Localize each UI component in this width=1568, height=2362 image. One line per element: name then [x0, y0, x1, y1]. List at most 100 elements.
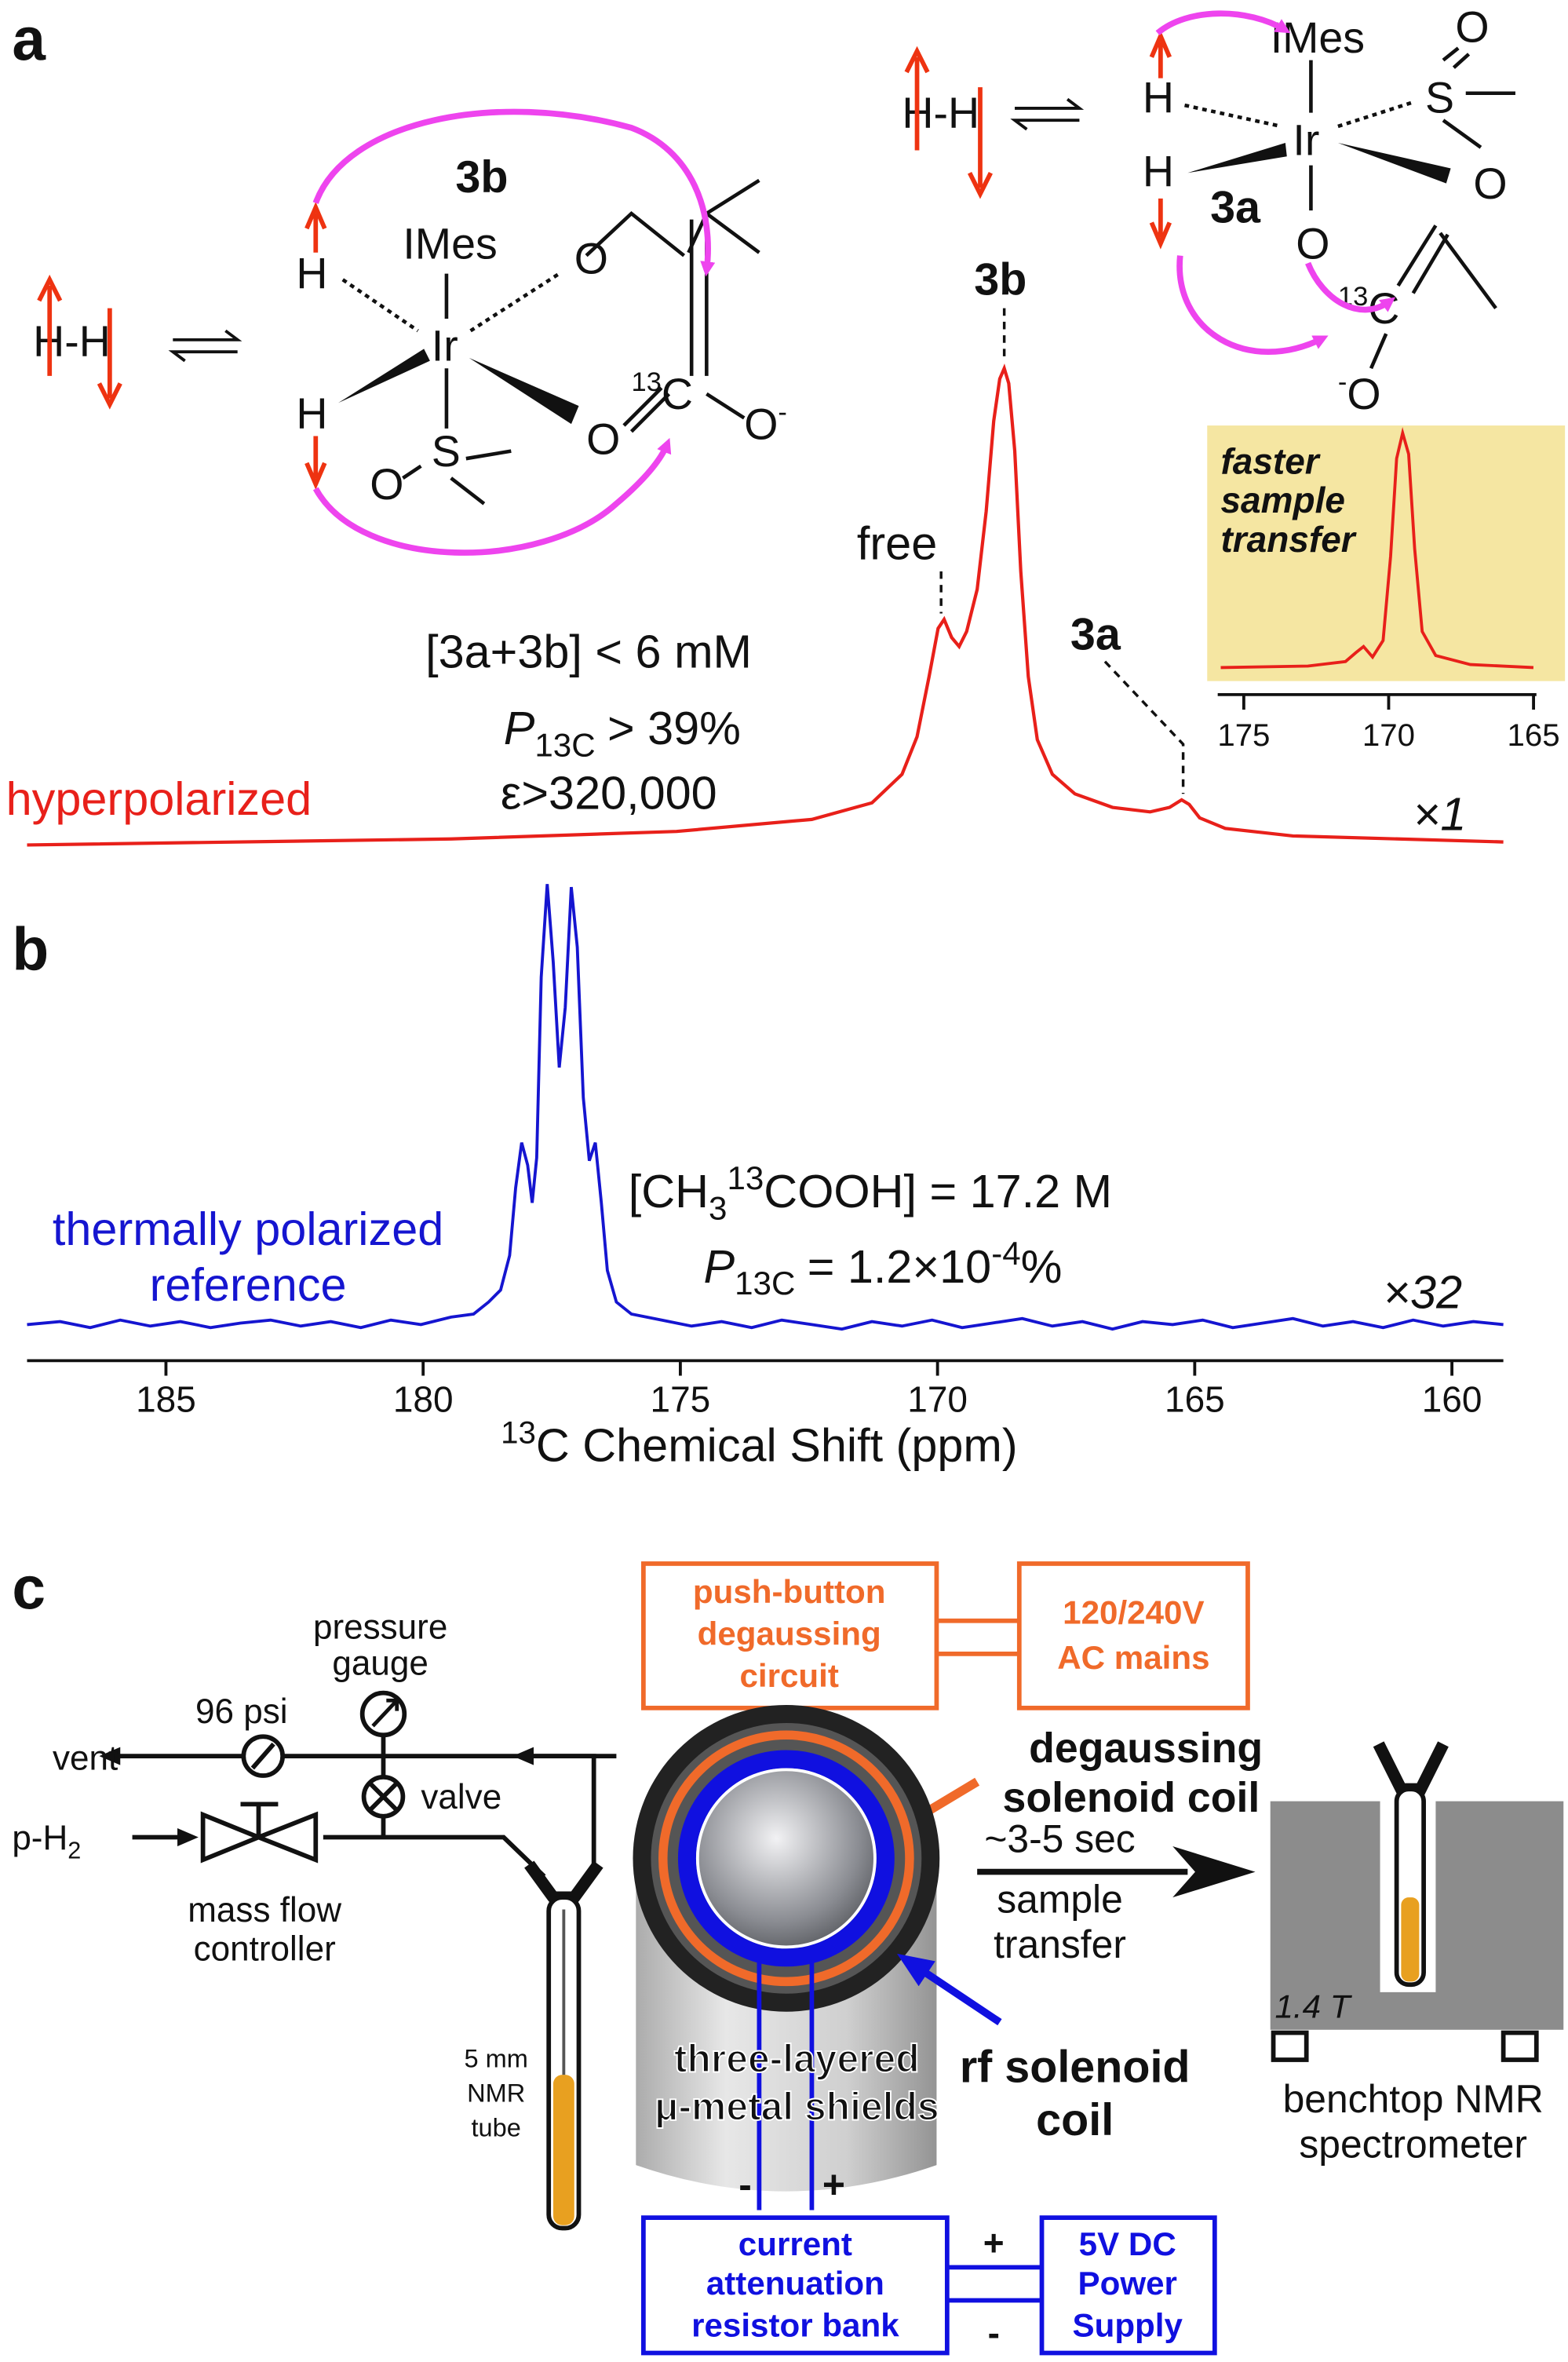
- oxygen: O: [370, 460, 403, 509]
- spectrum-trace: [27, 363, 1504, 847]
- degaussing-circuit: push-button degaussing circuit 120/240V …: [641, 1561, 1263, 1834]
- box-label: degaussing: [698, 1615, 881, 1652]
- field-label: 1.4 T: [1274, 1988, 1352, 2024]
- transfer-label: ~3-5 sec: [984, 1817, 1135, 1861]
- box-label: current: [738, 2225, 852, 2262]
- inset-caption: faster: [1220, 440, 1320, 481]
- gauge-label: pressure: [313, 1608, 447, 1647]
- panel-label: b: [12, 916, 49, 983]
- trace-label: thermally polarized: [53, 1203, 443, 1255]
- complex-label: 3b: [455, 152, 508, 203]
- oxygen: O-: [744, 397, 787, 448]
- hydride: H: [1143, 148, 1174, 196]
- transfer-label: sample: [997, 1877, 1123, 1921]
- tube-label: NMR: [467, 2079, 525, 2108]
- scale-label: ×1: [1413, 787, 1467, 840]
- x-tick-label: 170: [907, 1379, 968, 1420]
- box-label: push-button: [693, 1573, 886, 1610]
- spectrometer-label: benchtop NMR: [1283, 2077, 1544, 2121]
- trace-label: hyperpolarized: [6, 772, 312, 825]
- x-tick-label: 185: [136, 1379, 196, 1420]
- complex-3a: IMes Ir H H S O O O -O 13C 3a: [1143, 3, 1515, 418]
- equilibrium-arrow: [168, 329, 242, 363]
- oxygen: O: [1473, 159, 1507, 208]
- inset: faster sample transfer 175 170 165: [1207, 425, 1566, 753]
- tube-label: tube: [471, 2114, 520, 2142]
- x-tick-label: 170: [1362, 717, 1415, 753]
- inset-trace: [1220, 427, 1534, 670]
- shield-label: μ-metal shields: [655, 2085, 939, 2129]
- box-label: Supply: [1072, 2306, 1183, 2343]
- tube-label: 5 mm: [464, 2045, 527, 2073]
- lead-label: -: [738, 2163, 752, 2207]
- box-label: Power: [1078, 2265, 1177, 2302]
- inset-caption: transfer: [1220, 519, 1356, 560]
- box-label: circuit: [739, 1657, 838, 1694]
- inlet-label: p-H2: [12, 1819, 81, 1864]
- ligand: IMes: [403, 219, 497, 268]
- panel-label: c: [12, 1555, 46, 1622]
- lead-label: +: [983, 2222, 1005, 2263]
- oxygen: O: [1296, 219, 1329, 268]
- x-tick-label: 175: [651, 1379, 711, 1420]
- gauge-reading: 96 psi: [195, 1692, 288, 1731]
- transfer-label: transfer: [994, 1922, 1126, 1966]
- hydride: H: [1143, 74, 1174, 122]
- box-label: resistor bank: [691, 2306, 899, 2343]
- polarization: P13C = 1.2×10-4%: [704, 1235, 1063, 1301]
- shield-label: three-layered: [674, 2036, 920, 2080]
- lead-label: +: [822, 2163, 845, 2207]
- coil-label: solenoid coil: [1003, 1774, 1260, 1821]
- sulfur: S: [1425, 74, 1454, 122]
- vent-label: vent: [53, 1739, 118, 1777]
- controller-label: mass flow: [188, 1891, 341, 1929]
- controller-label: controller: [194, 1930, 336, 1969]
- concentration: [CH313COOH] = 17.2 M: [629, 1159, 1112, 1226]
- x-tick-label: 160: [1422, 1379, 1482, 1420]
- metal: Ir: [1293, 115, 1319, 164]
- spectrometer-label: spectrometer: [1299, 2123, 1527, 2167]
- gas-handling: vent 96 psi pressure gauge valve p-H2 ma…: [12, 1608, 617, 2231]
- coil-label: degaussing: [1029, 1725, 1263, 1772]
- transfer: ~3-5 sec sample transfer: [977, 1817, 1256, 1966]
- scale-label: ×32: [1383, 1265, 1462, 1318]
- x-tick-label: 175: [1217, 717, 1270, 753]
- hydride: H: [296, 250, 327, 298]
- sulfur: S: [432, 427, 461, 476]
- x-tick-label: 165: [1508, 717, 1560, 753]
- h2-right: H-H: [902, 46, 1085, 199]
- enhancement: ε>320,000: [501, 766, 717, 819]
- polarization: P13C > 39%: [504, 702, 741, 763]
- inset-caption: sample: [1220, 480, 1344, 520]
- trace-label: reference: [150, 1258, 347, 1311]
- lead-label: -: [988, 2313, 1000, 2353]
- inset-background: [1207, 425, 1566, 681]
- h2-left: H-H: [33, 274, 122, 410]
- valve-label: valve: [421, 1778, 501, 1816]
- power-chain: current attenuation resistor bank 5V DC …: [641, 2215, 1217, 2356]
- peak-label: free: [857, 517, 937, 570]
- x-tick-label: 165: [1165, 1379, 1225, 1420]
- shield-assembly: three-layered μ-metal shields - + rf sol…: [633, 1704, 1191, 2210]
- box-label: attenuation: [706, 2265, 884, 2302]
- spectrum-b: thermally polarized reference [CH313COOH…: [27, 884, 1504, 1472]
- complex-label: 3a: [1210, 182, 1261, 232]
- ligand: IMes: [1271, 13, 1365, 62]
- spectrum-a: free 3b 3a [3a+3b] < 6 mM P13C > 39% ε>32…: [6, 254, 1504, 847]
- concentration: [3a+3b] < 6 mM: [425, 625, 752, 677]
- oxygen: O: [586, 414, 620, 463]
- box-label: 120/240V: [1063, 1594, 1204, 1631]
- box-label: 5V DC: [1079, 2225, 1176, 2262]
- panel-label: a: [12, 7, 46, 74]
- coil-label: rf solenoid: [960, 2043, 1191, 2093]
- h2: H-H: [902, 89, 979, 137]
- h2: H-H: [33, 317, 111, 366]
- peak-label: 3b: [974, 254, 1026, 305]
- complex-3b: 3b IMes Ir H H S O O O- O 13C: [296, 108, 787, 556]
- gauge-label: gauge: [332, 1645, 428, 1683]
- box-label: AC mains: [1057, 1639, 1209, 1676]
- hydride: H: [296, 389, 327, 438]
- spectrum-trace: [27, 884, 1504, 1331]
- oxygen: -O: [1338, 367, 1381, 418]
